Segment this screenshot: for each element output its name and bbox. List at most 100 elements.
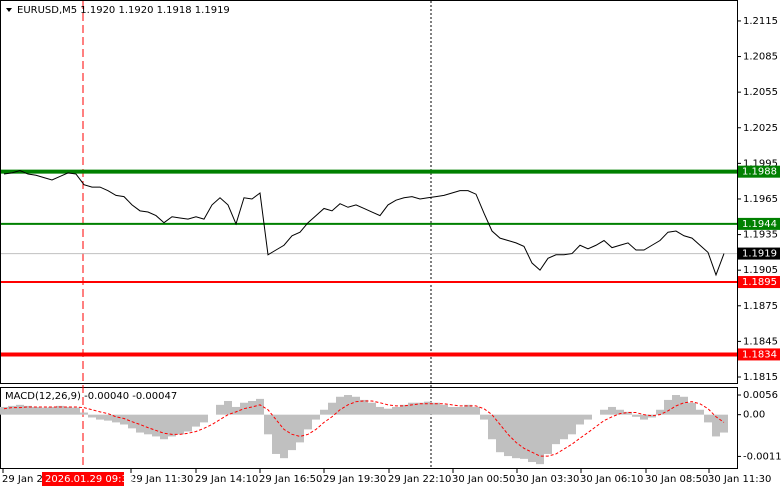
macd-bar (680, 396, 688, 415)
macd-bar (608, 406, 616, 415)
macd-bar (64, 406, 72, 415)
macd-bar (392, 406, 400, 415)
level-tag (738, 276, 780, 289)
price-panel (0, 0, 738, 384)
macd-bar (568, 414, 576, 435)
macd-bar (72, 407, 80, 415)
x-tick-label: 30 Jan 08:50 (645, 474, 708, 485)
macd-bar (240, 402, 248, 415)
macd-bar (552, 414, 560, 445)
macd-bar (712, 414, 720, 437)
x-tick-label: 29 Jan 20 (2, 474, 49, 485)
macd-bar (16, 404, 24, 415)
macd-bar (336, 396, 344, 415)
cursor-tag (42, 472, 124, 486)
macd-bar (360, 399, 368, 415)
macd-bar (216, 404, 224, 415)
level-label: 1.1834 (742, 349, 777, 360)
macd-bar (416, 402, 424, 415)
macd-bar (232, 406, 240, 415)
macd-bar (56, 405, 64, 415)
macd-bar (504, 414, 512, 457)
level-tag (738, 165, 780, 178)
macd-bar (368, 402, 376, 415)
macd-bar (272, 414, 280, 454)
macd-bar (400, 404, 408, 415)
macd-bar (432, 402, 440, 415)
macd-bar (536, 414, 544, 465)
macd-bar (440, 404, 448, 415)
macd-bar (120, 414, 128, 425)
chart-title: EURUSD,M5 1.1920 1.1920 1.1918 1.1919 (17, 5, 230, 16)
macd-bar (296, 414, 304, 443)
menu-arrow (6, 8, 12, 12)
macd-bar (48, 406, 56, 415)
macd-bar (520, 414, 528, 459)
x-tick-label: 30 Jan 03:30 (516, 474, 579, 485)
x-tick-label: 30 Jan 00:50 (452, 474, 515, 485)
macd-bar (688, 402, 696, 415)
macd-bar (488, 414, 496, 440)
x-tick-label: 29 Jan 19:30 (323, 474, 386, 485)
macd-bar (248, 400, 256, 415)
x-tick-label: 30 Jan 06:10 (580, 474, 643, 485)
macd-bar (696, 409, 704, 415)
macd-bar (168, 414, 176, 437)
y-tick-label: 0.0056 (743, 390, 778, 401)
y-tick-label: 1.1935 (743, 230, 778, 241)
macd-bar (456, 406, 464, 415)
macd-bar (80, 412, 88, 415)
macd-bar (24, 405, 32, 415)
macd-bar (352, 396, 360, 415)
macd-bar (472, 406, 480, 415)
macd-bar (624, 411, 632, 415)
y-tick-label: 1.2055 (743, 87, 778, 98)
y-tick-label: -0.00119 (743, 451, 781, 462)
level-label: 1.1895 (742, 277, 777, 288)
macd-bar (424, 401, 432, 415)
macd-bar (448, 406, 456, 415)
y-tick-label: 1.2085 (743, 52, 778, 63)
macd-bar (376, 406, 384, 415)
x-tick-label: 29 Jan 16:50 (259, 474, 322, 485)
macd-bar (632, 414, 640, 417)
macd-bar (320, 409, 328, 415)
macd-bar (0, 406, 8, 415)
macd-bar (512, 414, 520, 459)
macd-bar (160, 414, 168, 440)
macd-bar (32, 406, 40, 415)
macd-bar (152, 414, 160, 437)
macd-bar (88, 414, 96, 418)
macd-bar (648, 414, 656, 418)
macd-bar (544, 414, 552, 454)
macd-bar (8, 405, 16, 415)
macd-bar (96, 414, 104, 420)
macd-bar (40, 407, 48, 415)
macd-bar (600, 409, 608, 415)
macd-bar (560, 414, 568, 440)
last-price-label: 1.1919 (742, 249, 777, 260)
last-price-tag (738, 247, 780, 260)
macd-bar (384, 408, 392, 415)
y-tick-label: 1.1965 (743, 194, 778, 205)
macd-bar (672, 395, 680, 415)
macd-bar (496, 414, 504, 453)
macd-bar (184, 414, 192, 432)
macd-bar (584, 414, 592, 420)
y-tick-label: 1.1875 (743, 301, 778, 312)
x-tick-label: 29 Jan 14:10 (195, 474, 258, 485)
macd-bar (200, 414, 208, 423)
y-tick-label: 0.00 (743, 410, 765, 421)
macd-bar (280, 414, 288, 459)
level-tag (738, 217, 780, 230)
macd-panel (0, 387, 738, 469)
macd-bar (224, 400, 232, 415)
macd-bar (640, 414, 648, 420)
macd-bar (480, 414, 488, 420)
macd-bar (328, 402, 336, 415)
x-tick-label: 29 Jan 22:10 (388, 474, 451, 485)
macd-bar (656, 409, 664, 415)
y-tick-label: 1.1815 (743, 372, 778, 383)
macd-bar (312, 414, 320, 420)
